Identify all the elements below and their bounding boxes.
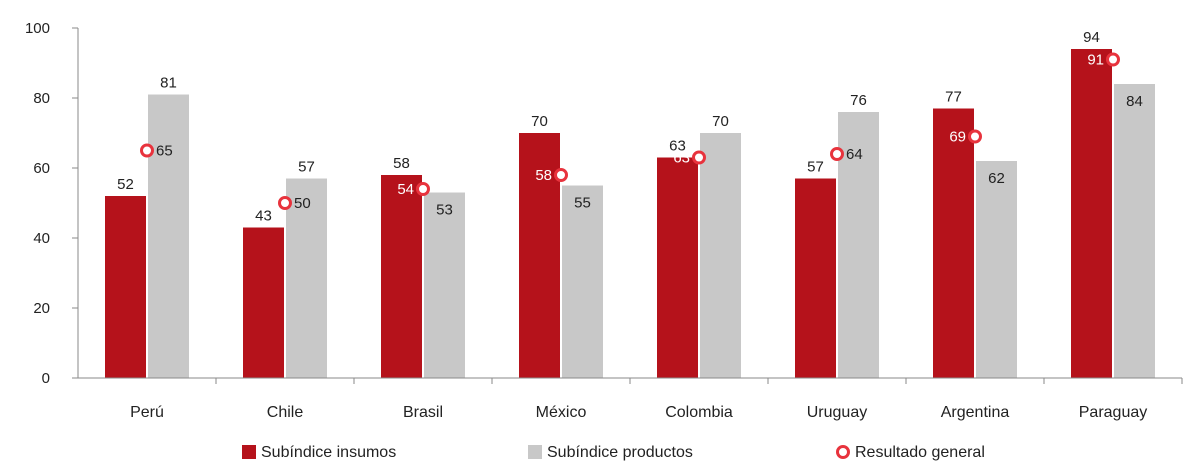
x-axis: Perú Chile Brasil México Colombia Uruguay Arge… xyxy=(78,377,1183,421)
marker-resultado-general xyxy=(1106,52,1120,67)
x-tick-label: Brasil xyxy=(403,404,443,421)
bar-productos xyxy=(424,192,465,378)
data-label-resultado: 65 xyxy=(156,143,173,160)
legend-swatch xyxy=(836,445,850,459)
x-tick-label: Chile xyxy=(267,404,304,421)
data-label-insumos: 63 xyxy=(669,138,686,155)
legend-label: Resultado general xyxy=(855,444,985,461)
legend-swatch xyxy=(528,445,542,459)
x-tick-label: Paraguay xyxy=(1079,404,1148,421)
bar-insumos xyxy=(381,175,422,378)
data-label-resultado: 58 xyxy=(535,167,552,184)
bar-insumos xyxy=(1071,49,1112,378)
data-label-resultado: 54 xyxy=(397,181,414,198)
bar-productos xyxy=(976,161,1017,378)
data-label-insumos: 43 xyxy=(255,208,272,225)
y-tick-label: 20 xyxy=(33,300,50,317)
bar-productos xyxy=(1114,84,1155,378)
data-label-resultado: 63 xyxy=(673,150,690,167)
marker-resultado-general xyxy=(554,168,568,182)
data-label-productos: 76 xyxy=(850,92,867,109)
data-label-productos: 70 xyxy=(712,113,729,130)
bar-productos xyxy=(286,178,327,378)
marker-resultado-general xyxy=(692,150,706,165)
marker-resultado-general xyxy=(140,143,154,158)
data-label-productos: 84 xyxy=(1126,93,1143,110)
data-label-insumos: 52 xyxy=(117,176,134,193)
bar-productos xyxy=(562,185,603,378)
marker-resultado-general xyxy=(278,196,292,210)
bars xyxy=(105,49,1155,378)
legend-label: Subíndice insumos xyxy=(261,444,396,461)
legend-swatch xyxy=(242,445,256,459)
bar-insumos xyxy=(795,178,836,378)
y-tick-label: 60 xyxy=(33,160,50,177)
data-label-resultado: 69 xyxy=(949,129,966,146)
data-label-productos: 53 xyxy=(436,202,453,219)
bar-productos xyxy=(838,112,879,378)
bar-insumos xyxy=(933,108,974,378)
markers xyxy=(140,52,1120,210)
x-tick-label: Argentina xyxy=(941,404,1010,421)
data-label-resultado: 50 xyxy=(294,195,311,212)
bar-insumos xyxy=(657,157,698,378)
x-tick-label: México xyxy=(536,404,587,421)
bar-insumos xyxy=(105,196,146,378)
bar-productos xyxy=(700,133,741,378)
x-tick-label: Uruguay xyxy=(807,404,867,421)
legend: Subíndice insumos Subíndice productos Resu… xyxy=(242,444,985,461)
y-tick-label: 40 xyxy=(33,230,50,247)
y-tick-label: 100 xyxy=(25,20,50,37)
data-label-insumos: 57 xyxy=(807,159,824,176)
marker-resultado-general xyxy=(830,147,844,161)
x-tick-label: Colombia xyxy=(665,404,733,421)
marker-resultado-general xyxy=(968,129,982,144)
data-label-productos: 62 xyxy=(988,170,1005,187)
bar-productos xyxy=(148,94,189,378)
data-label-insumos: 70 xyxy=(531,113,548,130)
data-label-insumos: 58 xyxy=(393,155,410,172)
data-label-insumos: 77 xyxy=(945,89,962,106)
y-axis: 0 20 40 60 80 100 xyxy=(25,20,79,387)
data-labels: 52 81 65 43 57 50 58 53 54 70 55 58 63 70 63 57 76 64 77 62… xyxy=(117,29,1143,225)
data-label-productos: 81 xyxy=(160,75,177,92)
data-label-productos: 55 xyxy=(574,195,591,212)
data-label-productos: 57 xyxy=(298,159,315,176)
data-label-resultado: 91 xyxy=(1087,52,1104,69)
x-tick-label: Perú xyxy=(130,404,164,421)
marker-resultado-general xyxy=(416,182,430,196)
bar-insumos xyxy=(519,133,560,378)
bar-insumos xyxy=(243,227,284,378)
data-label-insumos: 94 xyxy=(1083,29,1100,46)
legend-label: Subíndice productos xyxy=(547,444,693,461)
y-tick-label: 0 xyxy=(42,370,50,387)
data-label-resultado: 64 xyxy=(846,146,863,163)
y-tick-label: 80 xyxy=(33,90,50,107)
